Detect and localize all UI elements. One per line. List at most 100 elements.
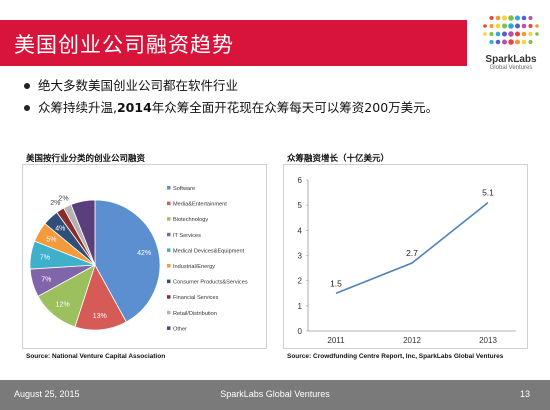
pie-slice-label: 13% xyxy=(93,313,107,320)
logo-dot xyxy=(521,15,527,21)
legend-swatch xyxy=(167,201,171,206)
legend-swatch xyxy=(167,295,171,299)
data-label: 2.7 xyxy=(406,248,418,258)
logo-dot xyxy=(528,39,533,45)
logo-dot xyxy=(535,32,539,36)
legend-swatch xyxy=(167,217,171,221)
logo-dot xyxy=(528,15,533,21)
legend-entry: Software xyxy=(173,186,195,192)
legend-swatch xyxy=(167,264,171,268)
sparklabs-dot-logo-icon xyxy=(483,15,539,45)
pie-chart-panel: 42% 13% 12% 7% 7% 5% 4% 2% 2% Software Media&Enter… xyxy=(22,164,267,349)
y-tick-label: 5 xyxy=(298,201,303,210)
pie-slice-label: 4% xyxy=(55,226,65,233)
pie-chart: 42% 13% 12% 7% 7% 5% 4% 2%2% Software Media&Enter… xyxy=(29,186,248,332)
logo-dot xyxy=(489,39,494,45)
logo-dot xyxy=(528,31,533,37)
logo-dot xyxy=(501,15,508,21)
bullet-list: 绝大多数美国创业公司都在软件行业 众筹持续升温,2014年众筹全面开花现在众筹每… xyxy=(24,76,438,120)
pie-chart-title: 美国按行业分类的创业公司融资 xyxy=(26,154,146,164)
pie-slice-label: 2% xyxy=(50,200,60,207)
y-tick-label: 3 xyxy=(298,252,303,261)
logo-dot xyxy=(495,23,501,29)
logo-subtitle: Global Ventures xyxy=(489,65,533,71)
logo-dot xyxy=(489,31,494,37)
y-tick-label: 0 xyxy=(298,327,303,336)
pie-slice-label: 12% xyxy=(56,302,70,309)
logo-dot xyxy=(521,23,527,29)
logo-dot xyxy=(495,15,501,21)
data-label: 5.1 xyxy=(482,188,494,198)
pie-slice-label: 2% xyxy=(58,196,68,203)
legend-entry: Biotechnology xyxy=(173,217,208,223)
y-tick-label: 6 xyxy=(298,176,303,185)
pie-chart-source: Source: National Venture Capital Associa… xyxy=(26,353,166,360)
pie-slice-label: 42% xyxy=(137,250,151,257)
legend-entry: Medical Devices&Equipment xyxy=(173,248,245,254)
logo-dot xyxy=(514,15,521,21)
line-chart-source: Source: Crowdfunding Centre Report, Inc,… xyxy=(287,353,504,360)
title-bar: 美国创业公司融资趋势 xyxy=(0,20,467,66)
logo-dot xyxy=(495,39,501,45)
logo-dot xyxy=(514,23,521,29)
x-tick-label: 2012 xyxy=(403,336,421,345)
y-tick-label: 1 xyxy=(298,302,303,311)
legend-entry: Financial Services xyxy=(173,295,219,301)
legend-swatch xyxy=(167,279,171,284)
y-tick-label: 2 xyxy=(298,277,303,286)
slide-title: 美国创业公司融资趋势 xyxy=(14,33,234,57)
logo-dot xyxy=(508,31,514,37)
legend-entry: Retail/Distribution xyxy=(173,311,217,317)
logo-dot xyxy=(501,39,508,45)
line-chart-title: 众筹融资增长（十亿美元） xyxy=(287,154,390,164)
logo-dot xyxy=(521,31,527,37)
bullet-text-post: 年众筹全面开花现在众筹每天可以筹资200万美元。 xyxy=(151,100,439,115)
logo-name: SparkLabs xyxy=(485,54,537,65)
pie-slice-label: 7% xyxy=(41,277,51,284)
footer: August 25, 2015 SparkLabs Global Venture… xyxy=(0,380,550,410)
pie-slice xyxy=(94,199,161,323)
logo-dot xyxy=(508,23,514,29)
page-number: 13 xyxy=(519,389,530,399)
legend-swatch xyxy=(167,186,171,190)
pie-slice xyxy=(70,199,96,266)
x-tick-label: 2013 xyxy=(479,336,497,345)
legend-swatch xyxy=(167,248,171,252)
logo-dot xyxy=(514,39,521,45)
logo-dot xyxy=(514,31,521,37)
y-tick-label: 4 xyxy=(298,226,303,235)
logo-dot xyxy=(483,32,487,36)
legend-entry: Other xyxy=(173,326,187,332)
logo-dot xyxy=(535,24,539,28)
footer-organization: SparkLabs Global Ventures xyxy=(220,389,330,399)
bullet-item: 众筹持续升温,2014年众筹全面开花现在众筹每天可以筹资200万美元。 xyxy=(24,98,438,120)
legend-swatch xyxy=(167,232,171,237)
sparklabs-logo: SparkLabs Global Ventures xyxy=(474,10,548,72)
series-line xyxy=(335,202,489,294)
pie-slice-label: 7% xyxy=(40,255,50,262)
logo-dot xyxy=(508,15,514,21)
footer-date: August 25, 2015 xyxy=(14,389,80,399)
bullet-text: 绝大多数美国创业公司都在软件行业 xyxy=(38,78,239,93)
data-label: 1.5 xyxy=(330,278,342,288)
line-chart: 0 1 2 3 4 5 6 2011 2012 2013 1.5 2.7 5.1 xyxy=(298,176,516,345)
line-chart-panel: 0 1 2 3 4 5 6 2011 2012 2013 1.5 2.7 5.1 xyxy=(283,164,528,349)
logo-dot xyxy=(501,31,508,37)
legend-swatch xyxy=(167,326,171,330)
legend-entry: IT Services xyxy=(173,233,201,239)
legend-entry: Consumer Products&Services xyxy=(173,280,248,286)
bullet-dot-icon xyxy=(24,105,30,111)
bullet-text-bold: 2014 xyxy=(116,100,152,115)
logo-dot xyxy=(508,39,514,45)
bullet-dot-icon xyxy=(24,83,30,89)
x-tick-label: 2011 xyxy=(327,336,345,345)
bullet-text-pre: 众筹持续升温, xyxy=(38,100,117,115)
legend-swatch xyxy=(167,310,171,315)
logo-dot xyxy=(495,31,501,37)
logo-dot xyxy=(489,15,494,21)
logo-dot xyxy=(521,39,527,45)
logo-dot xyxy=(501,23,508,29)
logo-dot xyxy=(489,23,494,29)
pie-slice-label: 5% xyxy=(46,237,56,244)
bullet-item: 绝大多数美国创业公司都在软件行业 xyxy=(24,76,438,98)
